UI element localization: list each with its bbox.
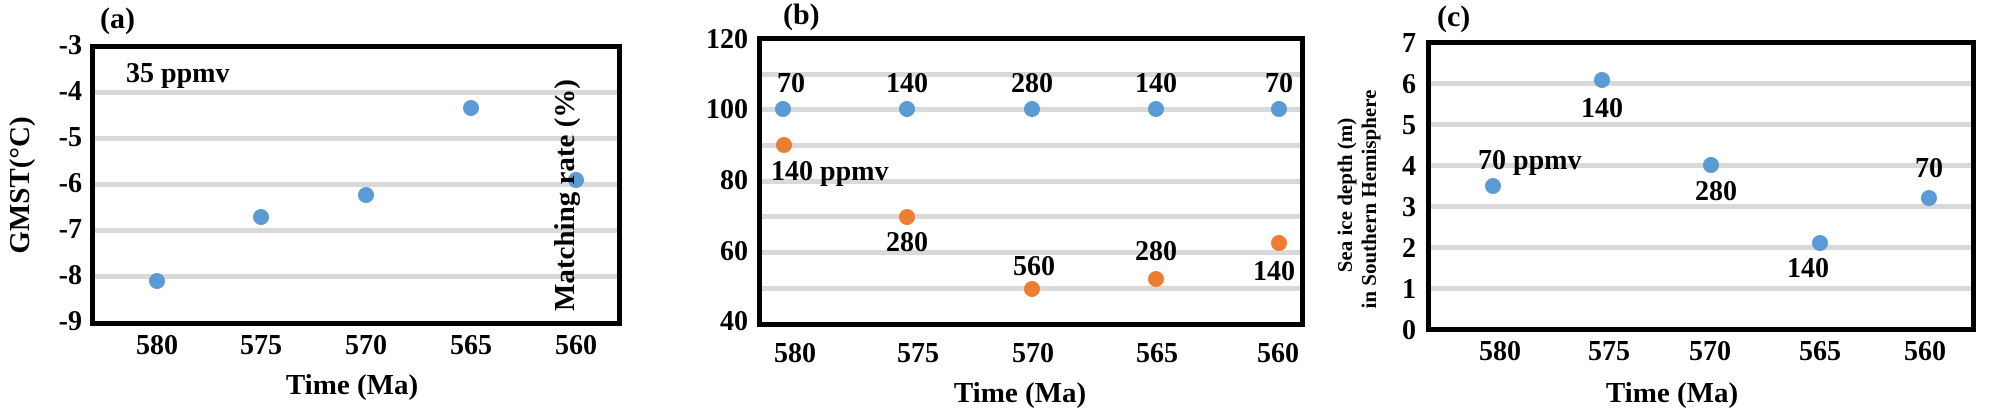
annotation-label: 35 ppmv (126, 58, 230, 89)
y-tick-label: 0 (1402, 315, 1416, 346)
panel-b: (b) Matching rate (%) 120 100 80 60 40 7… (549, 0, 1305, 409)
y-tick-label: 3 (1402, 192, 1416, 223)
plot-frame (757, 36, 1305, 327)
data-point (776, 137, 792, 153)
point-label: 70 (777, 68, 805, 99)
data-point (568, 172, 584, 188)
data-point (1024, 281, 1040, 297)
gridline (762, 250, 1300, 255)
gridline (1431, 245, 1971, 250)
y-tick-label: -6 (58, 168, 82, 199)
panel-a: (a) GMST(°C) -3 -4 -5 -6 -7 -8 -9 35 ppm… (0, 0, 640, 413)
x-tick-label: 580 (774, 338, 816, 369)
x-axis-title: Time (Ma) (285, 369, 419, 401)
x-tick-label: 575 (240, 330, 282, 361)
x-tick-label: 560 (1904, 336, 1946, 367)
point-label: 280 (1135, 236, 1177, 267)
data-point (1024, 101, 1040, 117)
y-tick-label: 7 (1402, 28, 1416, 59)
gridline (95, 136, 617, 141)
x-tick-label: 580 (1479, 336, 1521, 367)
x-tick-label: 560 (1257, 338, 1299, 369)
y-tick-label: -9 (58, 306, 82, 337)
y-tick-label: -7 (58, 214, 82, 245)
point-label: 560 (1013, 251, 1055, 282)
y-tick-label: -4 (58, 76, 82, 107)
y-tick-label: 6 (1402, 69, 1416, 100)
gridline (762, 72, 1300, 77)
x-tick-label: 575 (897, 338, 939, 369)
data-point (1921, 190, 1937, 206)
y-tick-label: -8 (58, 260, 82, 291)
x-axis-title: Time (Ma) (1605, 377, 1739, 409)
data-point (899, 101, 915, 117)
panel-label: (a) (100, 2, 135, 35)
data-point (1812, 235, 1828, 251)
data-point (358, 187, 374, 203)
x-axis-title: Time (Ma) (953, 377, 1087, 409)
data-point (1271, 101, 1287, 117)
gridline (95, 228, 617, 233)
plot-frame (1426, 40, 1976, 332)
y-tick-label: 5 (1402, 110, 1416, 141)
point-label: 140 (1581, 93, 1623, 124)
x-tick-label: 565 (1799, 336, 1841, 367)
x-tick-label: 565 (450, 330, 492, 361)
gridline (762, 179, 1300, 184)
point-label: 140 ppmv (771, 156, 889, 187)
y-tick-label: 40 (720, 306, 748, 337)
data-point (775, 101, 791, 117)
plot-frame (90, 44, 622, 326)
point-label: 140 (1253, 256, 1295, 287)
data-point (1148, 271, 1164, 287)
x-tick-label: 570 (1012, 338, 1054, 369)
x-tick-label: 570 (1689, 336, 1731, 367)
point-label: 140 (886, 68, 928, 99)
point-label: 280 (886, 227, 928, 258)
gridline (1431, 163, 1971, 168)
gridline (95, 90, 617, 95)
x-tick-label: 565 (1136, 338, 1178, 369)
gridline (762, 214, 1300, 219)
point-label: 280 (1011, 68, 1053, 99)
data-point (1703, 157, 1719, 173)
panel-label: (b) (783, 0, 820, 31)
point-label: 140 (1787, 253, 1829, 284)
data-point (1271, 235, 1287, 251)
gridline (95, 182, 617, 187)
y-tick-label: 4 (1402, 151, 1416, 182)
gridline (1431, 204, 1971, 209)
gridline (762, 143, 1300, 148)
gridline (1431, 286, 1971, 291)
data-point (1148, 101, 1164, 117)
data-point (899, 209, 915, 225)
y-tick-label: 60 (720, 236, 748, 267)
point-label: 70 (1265, 68, 1293, 99)
point-label: 280 (1695, 176, 1737, 207)
y-tick-label: 80 (720, 165, 748, 196)
y-tick-label: 2 (1402, 233, 1416, 264)
x-tick-label: 570 (345, 330, 387, 361)
y-tick-label: -5 (58, 122, 82, 153)
x-tick-label: 580 (136, 330, 178, 361)
y-tick-label: -3 (58, 30, 82, 61)
data-point (253, 209, 269, 225)
y-tick-label: 120 (706, 24, 748, 55)
x-tick-label: 575 (1588, 336, 1630, 367)
panel-label: (c) (1437, 0, 1471, 33)
gridline (95, 274, 617, 279)
data-point (1485, 178, 1501, 194)
point-label: 70 ppmv (1478, 145, 1582, 176)
x-tick-label: 560 (555, 330, 597, 361)
gridline (1431, 122, 1971, 127)
data-point (149, 273, 165, 289)
y-tick-label: 1 (1402, 274, 1416, 305)
data-point (1594, 72, 1610, 88)
gridline (1431, 81, 1971, 86)
point-label: 140 (1135, 68, 1177, 99)
y-tick-label: 100 (706, 94, 748, 125)
data-point (463, 100, 479, 116)
point-label: 70 (1915, 153, 1943, 184)
